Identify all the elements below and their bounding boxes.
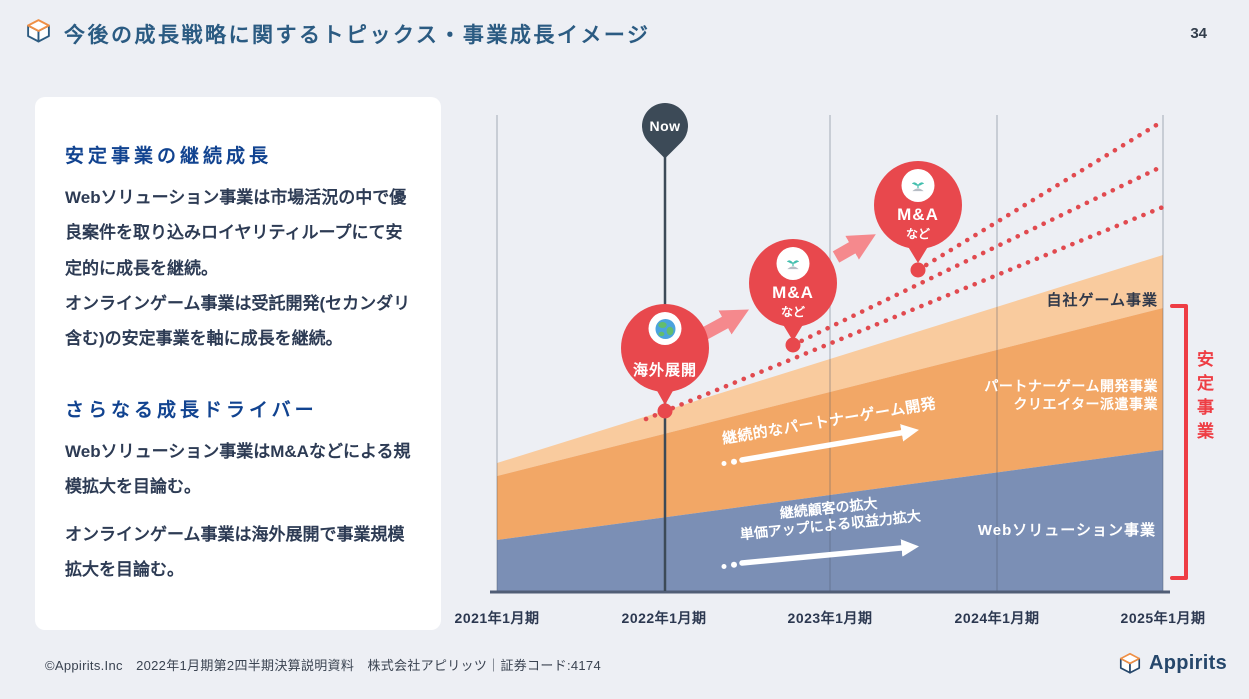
axis-label-2022: 2022年1月期 xyxy=(621,610,707,626)
band-label-partner-game: パートナーゲーム開発事業 クリエイター派遣事業 xyxy=(984,378,1158,412)
anchor-dot-1 xyxy=(657,403,673,419)
footer-copyright: ©Appirits.Inc 2022年1月期第2四半期決算説明資料 株式会社アピ… xyxy=(45,658,601,673)
band-own-game-area xyxy=(497,255,1163,476)
web-growth-arrow xyxy=(739,539,920,566)
seedling-icon xyxy=(776,247,810,280)
cube-icon xyxy=(27,19,50,43)
axis-label-2021: 2021年1月期 xyxy=(454,610,540,626)
milestone-label: M&A xyxy=(897,205,939,224)
milestone-sublabel: など xyxy=(905,227,930,241)
growth-dotted-line-3 xyxy=(915,118,1166,273)
now-pin-label: Now xyxy=(649,118,681,134)
band-label-own-game: 自社ゲーム事業 xyxy=(1046,292,1158,309)
arrow1-dot xyxy=(731,458,737,465)
band-partner-game-area xyxy=(497,308,1163,540)
globe-icon xyxy=(648,312,682,345)
milestone-label: M&A xyxy=(772,283,814,302)
stable-business-bracket xyxy=(1170,304,1188,580)
milestone-arrow-1 xyxy=(698,309,749,341)
band-label-web-solution: Webソリューション事業 xyxy=(977,522,1156,539)
anchor-dot-3 xyxy=(910,262,926,278)
seedling-icon xyxy=(901,169,935,202)
arrow1-dot xyxy=(721,461,727,466)
axis-label-2023: 2023年1月期 xyxy=(787,610,873,626)
section-heading-stable-growth: 安定事業の継続成長 xyxy=(65,146,273,167)
page-number: 34 xyxy=(1190,25,1207,42)
now-pin: Now xyxy=(632,93,698,159)
arrow2-dot xyxy=(731,561,737,568)
axis-label-2024: 2024年1月期 xyxy=(954,610,1040,626)
growth-dotted-line-1 xyxy=(643,204,1166,422)
section-heading-growth-driver: さらなる成長ドライバー xyxy=(65,399,318,421)
section-body-growth-driver-2: オンラインゲーム事業は海外展開で事業規模拡大を目論む。 xyxy=(65,524,405,579)
milestone-bubble-ma-1: M&A など xyxy=(749,239,837,327)
anchor-dot-2 xyxy=(785,337,801,353)
section-body-growth-driver-1: Webソリューション事業はM&Aなどによる規模拡大を目論む。 xyxy=(65,441,411,497)
milestone-arrow-2 xyxy=(832,234,876,263)
section-body-stable-growth: Webソリューション事業は市場活況の中で優良案件を取り込みロイヤリティループにて… xyxy=(65,188,411,349)
milestone-label: 海外展開 xyxy=(632,362,697,379)
milestone-bubble-overseas: 海外展開 xyxy=(621,304,709,392)
logo-wordmark: Appirits xyxy=(1149,651,1227,674)
milestone-sublabel: など xyxy=(780,305,805,319)
partner-growth-arrow xyxy=(739,424,919,463)
growth-dotted-line-2 xyxy=(790,163,1166,348)
band-web-solution-area xyxy=(497,450,1163,592)
arrow2-dot xyxy=(721,564,727,569)
cube-icon xyxy=(1119,652,1141,674)
summary-card: 安定事業の継続成長 Webソリューション事業は市場活況の中で優良案件を取り込みロ… xyxy=(35,97,441,630)
appirits-logo: Appirits xyxy=(1118,651,1227,675)
milestone-bubble-ma-2: M&A など xyxy=(874,161,962,249)
axis-label-2025: 2025年1月期 xyxy=(1120,610,1206,626)
stable-business-label: 安定事業 xyxy=(1194,350,1213,446)
page-title: 今後の成長戦略に関するトピックス・事業成長イメージ xyxy=(64,24,651,47)
